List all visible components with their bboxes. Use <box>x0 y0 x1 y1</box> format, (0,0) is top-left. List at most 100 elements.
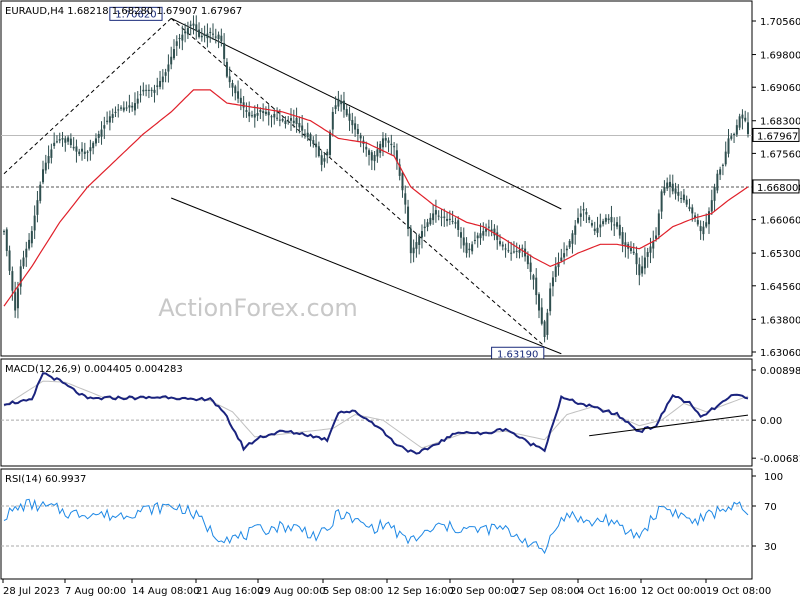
time-tick-label: 20 Sep 00:00 <box>450 586 517 597</box>
candle-body <box>602 221 605 225</box>
macd-axis: 0.008986 0.00 -0.006816 <box>752 366 800 465</box>
price-panel: ActionForex.com 1.70620 1.63190 EURAUD,H4… <box>0 0 800 361</box>
candle-body <box>738 116 741 128</box>
candle-body <box>30 231 33 244</box>
candle-body <box>270 116 273 118</box>
candle-body <box>276 117 279 119</box>
candle-body <box>150 89 153 91</box>
candle-body <box>504 248 507 250</box>
candle-body <box>359 135 362 139</box>
candle-body <box>621 232 624 245</box>
candle-body <box>551 277 554 287</box>
candle-body <box>301 125 304 131</box>
candle-body <box>451 220 454 222</box>
candle-body <box>688 206 691 210</box>
candle-body <box>641 266 644 274</box>
candle-body <box>348 113 351 121</box>
candle-body <box>384 138 387 141</box>
candle-body <box>16 288 19 309</box>
time-tick-label: 29 Aug 00:00 <box>258 586 325 597</box>
price-tick-label: 1.67560 <box>760 149 800 160</box>
candle-body <box>429 217 432 225</box>
candle-body <box>117 109 120 111</box>
candle-body <box>515 250 518 252</box>
macd-tick-label: -0.006816 <box>760 454 800 465</box>
candle-body <box>407 206 410 229</box>
candle-body <box>8 250 11 271</box>
candle-body <box>434 210 437 215</box>
candle-body <box>28 239 31 249</box>
candle-body <box>94 138 97 144</box>
candle-body <box>440 216 443 218</box>
candle-body <box>482 231 485 236</box>
price-axis: 1.70560 1.69800 1.69060 1.68300 1.67560 1.668… <box>752 17 800 359</box>
candle-body <box>448 218 451 221</box>
candle-body <box>217 34 220 40</box>
time-tick-label: 21 Aug 16:00 <box>196 586 263 597</box>
candle-body <box>624 242 627 247</box>
candle-body <box>290 118 293 121</box>
candle-body <box>373 154 376 162</box>
candle-body <box>607 218 610 221</box>
macd-line <box>3 372 749 455</box>
candle-body <box>420 231 423 238</box>
candle-body <box>92 142 95 149</box>
candle-body <box>379 143 382 153</box>
macd-panel: MACD(12,26,9) 0.004405 0.004283 0.008986… <box>0 358 800 467</box>
candle-body <box>741 114 744 119</box>
candle-body <box>78 151 81 155</box>
candle-body <box>356 128 359 134</box>
high-annotation-box <box>109 6 163 21</box>
candle-body <box>493 228 496 236</box>
candle-body <box>131 105 134 108</box>
time-tick-label: 14 Aug 08:00 <box>132 586 199 597</box>
candle-body <box>81 148 84 152</box>
upper-channel-line <box>170 17 562 210</box>
candle-body <box>691 207 694 214</box>
candle-body <box>3 231 5 233</box>
candle-body <box>47 156 50 164</box>
candle-body <box>680 197 683 199</box>
candle-body <box>14 292 17 311</box>
candle-body <box>228 76 231 83</box>
candle-body <box>565 248 568 251</box>
candle-body <box>69 138 72 146</box>
candle-body <box>320 155 323 165</box>
rsi-tick-label: 70 <box>764 502 777 513</box>
candle-body <box>19 266 22 287</box>
price-tick-label: 1.63060 <box>760 348 800 359</box>
time-tick-label: 4 Oct 16:00 <box>578 586 637 597</box>
candle-body <box>237 91 240 99</box>
candle-body <box>510 252 513 254</box>
candle-body <box>292 120 295 123</box>
candle-body <box>72 146 75 149</box>
candle-body <box>186 28 189 35</box>
candle-body <box>674 188 677 194</box>
candle-body <box>473 239 476 242</box>
candle-body <box>326 151 329 156</box>
candle-body <box>747 122 749 134</box>
candle-body <box>234 86 237 94</box>
candle-body <box>189 24 192 26</box>
candle-body <box>381 138 384 148</box>
candle-body <box>323 158 326 162</box>
candle-body <box>699 226 702 232</box>
macd-layer <box>1 372 752 455</box>
candle-body <box>345 109 348 116</box>
candle-body <box>331 111 334 130</box>
candle-body <box>122 107 125 111</box>
candle-body <box>646 252 649 257</box>
candle-body <box>203 34 206 37</box>
candle-body <box>61 138 64 140</box>
candle-body <box>579 213 582 217</box>
rsi-line <box>3 498 749 555</box>
candle-body <box>256 113 259 116</box>
candle-body <box>278 119 281 121</box>
candle-body <box>409 228 412 254</box>
candle-body <box>696 220 699 225</box>
candle-body <box>36 200 39 215</box>
candle-body <box>312 140 315 144</box>
candle-body <box>643 257 646 269</box>
candle-body <box>133 103 136 111</box>
candle-body <box>264 111 267 115</box>
